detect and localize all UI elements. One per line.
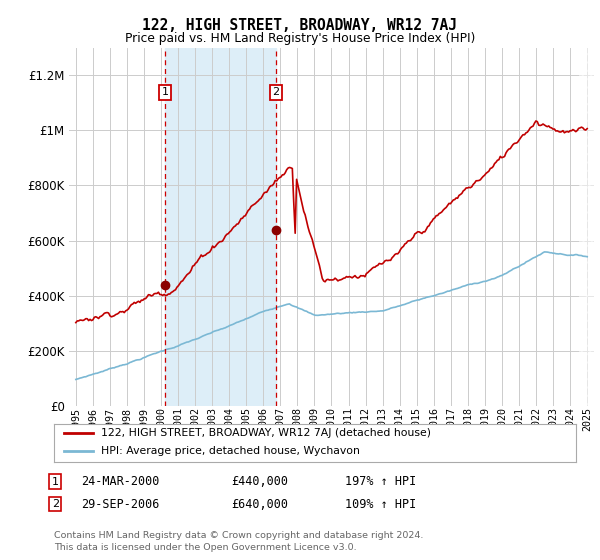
Text: 122, HIGH STREET, BROADWAY, WR12 7AJ: 122, HIGH STREET, BROADWAY, WR12 7AJ (143, 18, 458, 33)
Text: £640,000: £640,000 (231, 497, 288, 511)
Bar (578, 48, 594, 406)
Text: 1: 1 (161, 87, 169, 97)
Text: 122, HIGH STREET, BROADWAY, WR12 7AJ (detached house): 122, HIGH STREET, BROADWAY, WR12 7AJ (de… (101, 428, 431, 438)
Text: 2: 2 (52, 499, 59, 509)
Text: 109% ↑ HPI: 109% ↑ HPI (345, 497, 416, 511)
Text: £440,000: £440,000 (231, 475, 288, 488)
Bar (165, 48, 276, 406)
Text: HPI: Average price, detached house, Wychavon: HPI: Average price, detached house, Wych… (101, 446, 360, 456)
Text: Contains HM Land Registry data © Crown copyright and database right 2024.
This d: Contains HM Land Registry data © Crown c… (54, 531, 424, 552)
Text: 1: 1 (52, 477, 59, 487)
Text: 2: 2 (272, 87, 280, 97)
Text: 24-MAR-2000: 24-MAR-2000 (81, 475, 160, 488)
Text: 197% ↑ HPI: 197% ↑ HPI (345, 475, 416, 488)
Text: Price paid vs. HM Land Registry's House Price Index (HPI): Price paid vs. HM Land Registry's House … (125, 32, 475, 45)
Text: 29-SEP-2006: 29-SEP-2006 (81, 497, 160, 511)
